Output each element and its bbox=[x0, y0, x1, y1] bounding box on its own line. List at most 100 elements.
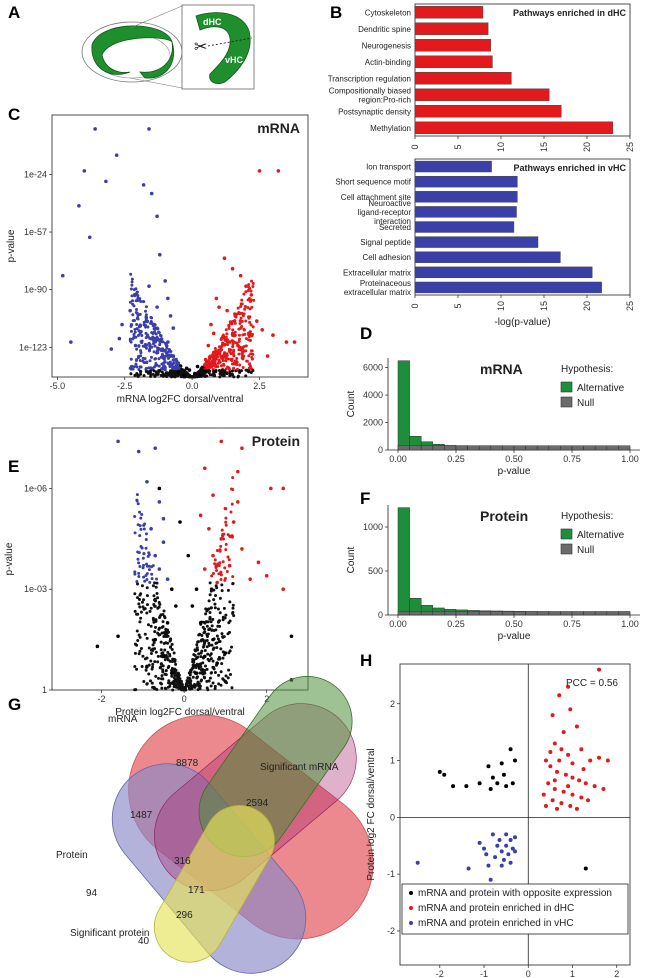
x-tick-label: -5.0 bbox=[50, 381, 66, 391]
data-point bbox=[175, 673, 179, 677]
data-point bbox=[236, 500, 240, 504]
data-point bbox=[548, 764, 553, 769]
data-point bbox=[210, 574, 214, 578]
data-point bbox=[601, 786, 606, 791]
data-point bbox=[497, 838, 502, 843]
data-point bbox=[579, 795, 584, 800]
data-point bbox=[482, 846, 487, 851]
data-point bbox=[104, 179, 108, 184]
data-point bbox=[153, 630, 157, 634]
data-point bbox=[246, 306, 250, 310]
data-point bbox=[174, 357, 178, 361]
data-point bbox=[195, 676, 199, 680]
data-point bbox=[196, 664, 200, 668]
data-point bbox=[241, 349, 246, 353]
bar-null bbox=[618, 445, 631, 451]
data-point bbox=[225, 340, 229, 344]
data-point bbox=[257, 169, 262, 173]
data-point bbox=[210, 643, 214, 647]
chart-b-vhc: Pathways enriched in vHC Ion transport Sho… bbox=[335, 158, 635, 328]
data-point bbox=[216, 620, 220, 624]
data-point bbox=[227, 367, 231, 371]
data-point bbox=[140, 600, 144, 604]
data-point bbox=[574, 806, 579, 811]
data-point bbox=[160, 674, 164, 678]
data-point bbox=[136, 596, 140, 600]
data-point bbox=[142, 374, 146, 378]
data-point bbox=[226, 343, 230, 347]
data-point bbox=[231, 334, 235, 338]
data-point bbox=[223, 616, 227, 620]
data-point bbox=[151, 372, 155, 376]
data-point bbox=[241, 365, 245, 369]
data-point bbox=[133, 609, 137, 613]
data-point bbox=[141, 605, 145, 609]
data-point bbox=[508, 747, 513, 752]
data-point bbox=[141, 566, 145, 570]
category-label: Cell attachment site bbox=[341, 193, 412, 202]
data-point bbox=[155, 214, 159, 219]
data-point bbox=[211, 553, 215, 558]
data-point bbox=[141, 556, 145, 560]
dhc-label: dHC bbox=[203, 17, 222, 27]
bar bbox=[414, 39, 491, 52]
data-point bbox=[552, 778, 557, 783]
data-point bbox=[164, 669, 168, 673]
data-point bbox=[585, 798, 590, 803]
data-point bbox=[239, 369, 243, 373]
data-point bbox=[147, 646, 151, 650]
data-point bbox=[153, 637, 158, 642]
data-point bbox=[207, 356, 211, 360]
data-point bbox=[169, 671, 174, 676]
legend-label: Null bbox=[577, 398, 594, 409]
data-point bbox=[555, 769, 560, 774]
data-point bbox=[284, 340, 289, 344]
data-point bbox=[249, 352, 253, 356]
data-point bbox=[166, 356, 170, 360]
y-tick-label: 1 bbox=[42, 685, 47, 695]
data-point bbox=[235, 356, 239, 360]
data-point bbox=[223, 651, 228, 655]
data-point bbox=[574, 724, 579, 729]
data-point bbox=[133, 319, 137, 323]
bar-null bbox=[478, 445, 492, 451]
bar bbox=[414, 206, 517, 218]
data-point bbox=[138, 510, 142, 514]
legend-swatch bbox=[560, 396, 573, 408]
data-point bbox=[129, 329, 133, 333]
data-point bbox=[145, 664, 149, 669]
data-point bbox=[246, 298, 250, 302]
data-point bbox=[159, 640, 163, 644]
data-point bbox=[415, 860, 420, 865]
data-point bbox=[220, 528, 224, 532]
x-tick-label: 0 bbox=[410, 144, 420, 149]
data-point bbox=[218, 371, 222, 375]
data-point bbox=[250, 305, 254, 309]
bar-null bbox=[583, 611, 596, 616]
data-point bbox=[139, 592, 143, 596]
data-point bbox=[130, 280, 134, 284]
data-point bbox=[233, 314, 238, 318]
data-point bbox=[203, 621, 207, 625]
data-point bbox=[156, 346, 160, 350]
data-point bbox=[219, 573, 223, 577]
legend-swatch bbox=[560, 543, 573, 555]
data-point bbox=[203, 664, 207, 668]
data-point bbox=[216, 607, 220, 611]
venn-count-296: 296 bbox=[176, 910, 193, 921]
vhc-label: vHC bbox=[225, 55, 244, 65]
pcc-annotation: PCC = 0.56 bbox=[566, 678, 618, 689]
data-point bbox=[171, 688, 175, 692]
data-point bbox=[247, 338, 251, 342]
data-point bbox=[209, 606, 213, 610]
data-point bbox=[148, 336, 152, 340]
data-point bbox=[211, 681, 215, 685]
data-point bbox=[238, 337, 242, 341]
data-point bbox=[215, 661, 219, 665]
data-point bbox=[136, 502, 140, 506]
data-point bbox=[205, 609, 209, 613]
data-point bbox=[583, 781, 588, 786]
data-point bbox=[144, 562, 148, 566]
data-point bbox=[222, 370, 226, 374]
data-point bbox=[200, 678, 204, 682]
